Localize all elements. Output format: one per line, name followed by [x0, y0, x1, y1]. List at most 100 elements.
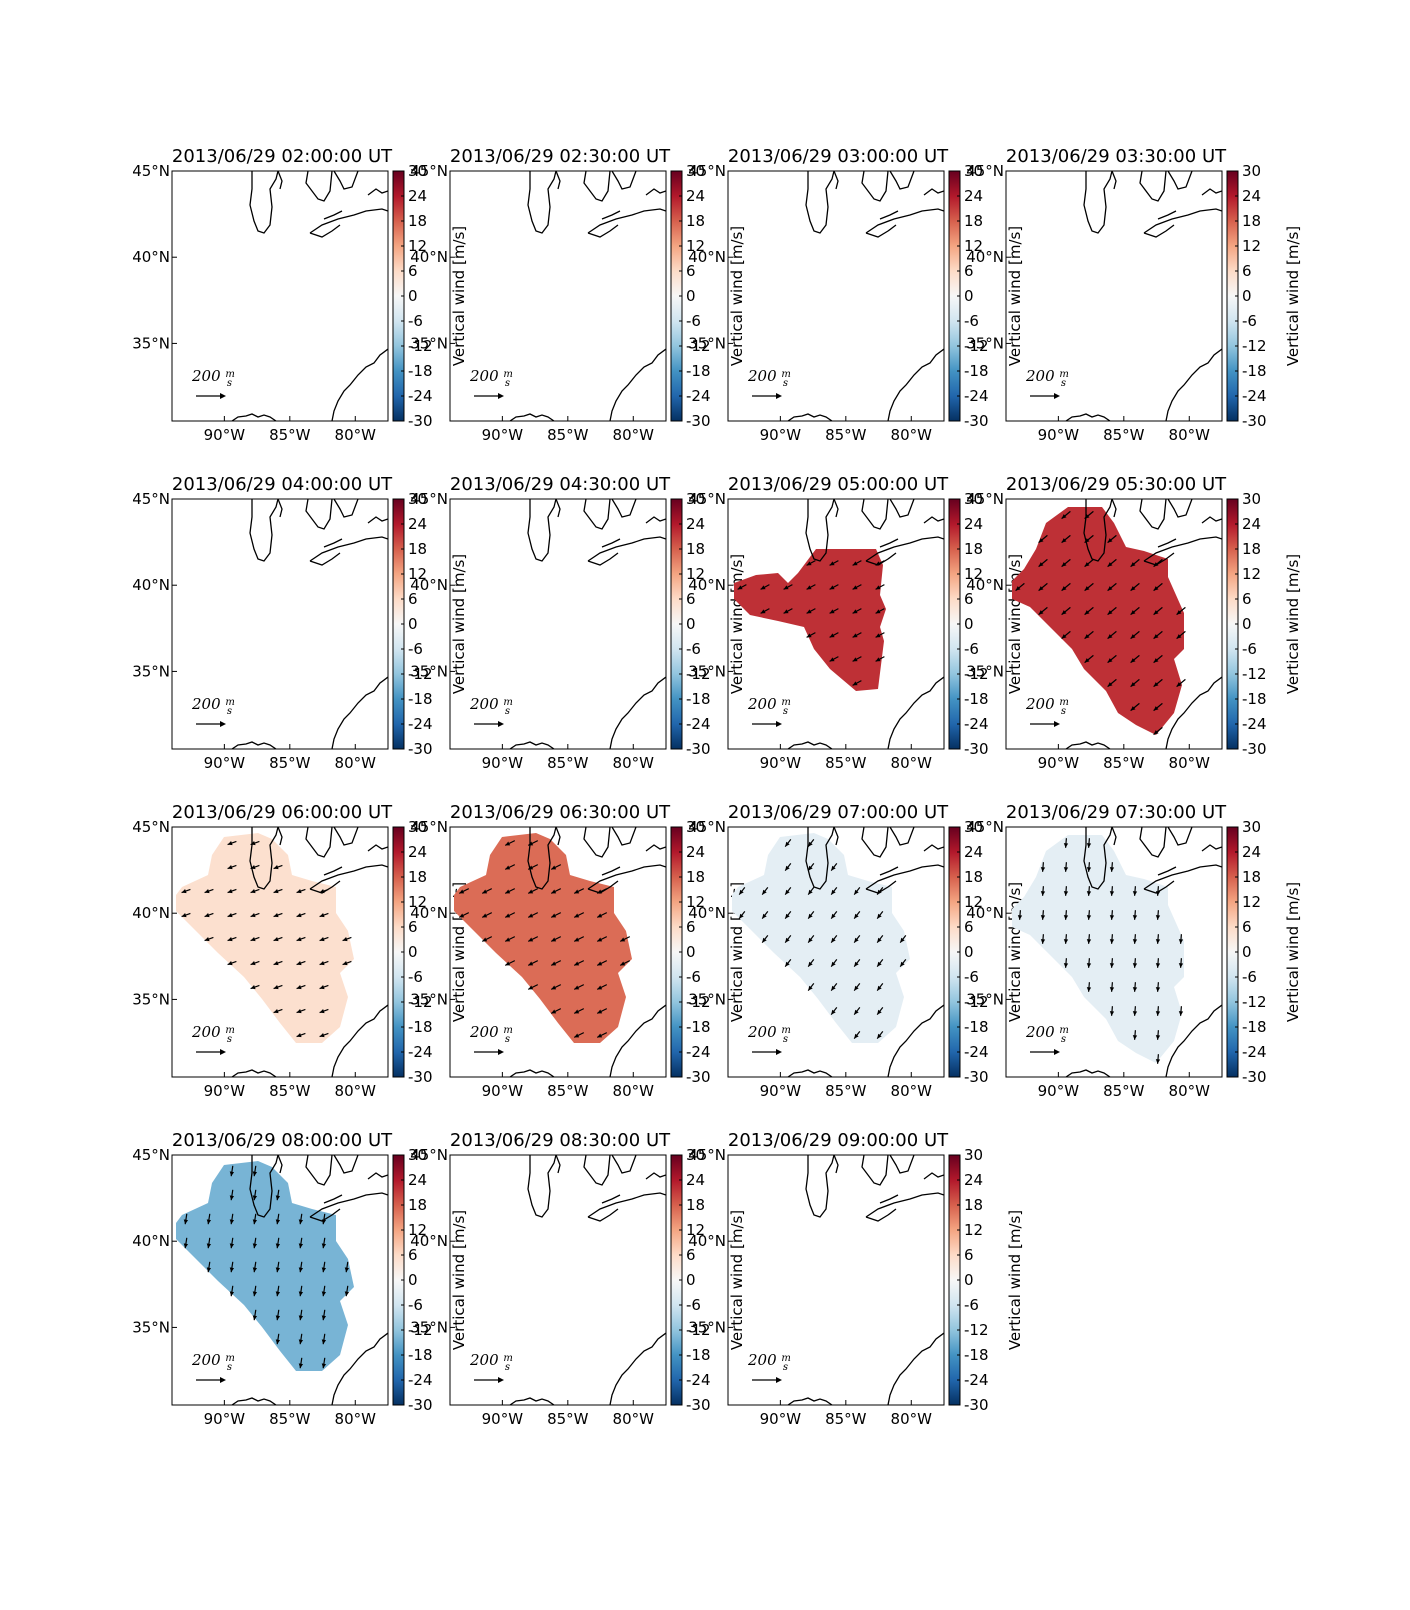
wind-arrow — [275, 1237, 281, 1249]
colorbar-tick-label: -30 — [408, 1396, 433, 1414]
lon-tick-label: 90°W — [760, 1082, 802, 1100]
panel-frame — [171, 498, 389, 750]
wind-arrow — [784, 887, 792, 895]
colorbar-tick-label: -6 — [686, 1296, 701, 1314]
colorbar-tick-label: -12 — [964, 1321, 989, 1339]
wind-arrow — [1178, 934, 1184, 944]
map-area — [1012, 827, 1222, 1077]
wind-arrow — [527, 936, 539, 942]
lon-tick-label: 90°W — [482, 1410, 524, 1428]
wind-arrow-head — [854, 961, 859, 967]
wind-arrow — [229, 1261, 235, 1273]
colorbar-tick-label: -12 — [1242, 993, 1267, 1011]
wind-arrow-head — [1086, 867, 1092, 872]
wind-arrow — [252, 1237, 258, 1249]
wind-arrow-head — [459, 913, 465, 918]
wind-arrow-head — [1155, 915, 1161, 920]
coastline — [367, 188, 388, 196]
colorbar-tick-label: 24 — [408, 1171, 427, 1189]
wind-arrow — [1061, 630, 1071, 640]
wind-arrow-head — [275, 1195, 281, 1201]
lat-tick-label: 40°N — [410, 1232, 448, 1250]
wind-arrow — [183, 1213, 189, 1225]
wind-arrow-head — [1178, 939, 1184, 944]
wind-arrow-head — [852, 657, 858, 662]
colorbar-label: Vertical wind [m/s] — [728, 1210, 746, 1350]
coastline — [865, 880, 897, 894]
coastline — [331, 676, 388, 749]
wind-arrow-head — [597, 961, 603, 966]
wind-arrow — [1176, 630, 1186, 640]
coastline — [601, 1194, 621, 1204]
coastline — [331, 1004, 388, 1077]
lon-tick-label: 90°W — [204, 1410, 246, 1428]
wind-arrow — [204, 936, 214, 942]
wind-arrow — [550, 960, 562, 966]
colorbar-tick-label: 6 — [686, 1246, 696, 1264]
wind-arrow-head — [1153, 610, 1159, 615]
lat-tick-label: 45°N — [410, 818, 448, 836]
coastline — [323, 866, 343, 876]
colorbar-tick-label: 12 — [686, 1221, 705, 1239]
wind-arrow — [550, 912, 562, 918]
wind-arrow-head — [831, 961, 836, 967]
colorbar-tick-label: 30 — [686, 490, 705, 508]
wind-arrow — [183, 1237, 189, 1249]
wind-arrow-head — [739, 913, 744, 919]
panel-title: 2013/06/29 06:30:00 UT — [450, 802, 671, 823]
coastline — [305, 171, 333, 202]
wind-arrow-head — [505, 889, 511, 894]
panel-title: 2013/06/29 04:00:00 UT — [172, 474, 393, 495]
wind-arrow-head — [829, 633, 835, 638]
wind-arrow — [1130, 702, 1140, 712]
wind-arrow-head — [296, 937, 302, 942]
lon-tick-label: 90°W — [482, 754, 524, 772]
coastline — [587, 224, 619, 238]
colorbar-tick-label: -30 — [964, 1396, 989, 1414]
wind-arrow — [1038, 606, 1048, 616]
wind-arrow-head — [1130, 634, 1136, 639]
wind-arrow-head — [1153, 706, 1159, 711]
colorbar-tick-label: 24 — [408, 843, 427, 861]
wind-arrow — [829, 656, 839, 662]
wind-arrow-head — [319, 889, 325, 894]
wind-arrow — [458, 888, 470, 894]
wind-arrow-head — [785, 913, 790, 919]
colorbar-tick-label: -12 — [686, 993, 711, 1011]
colorbar-label: Vertical wind [m/s] — [1284, 554, 1302, 694]
wind-arrow — [504, 864, 516, 870]
coastline — [1083, 827, 1113, 890]
coastline — [865, 224, 897, 238]
map-area — [231, 499, 388, 749]
wind-arrow-head — [597, 1009, 603, 1014]
wind-arrow — [1153, 558, 1163, 568]
wind-arrow — [504, 912, 516, 918]
vertical-wind-field — [176, 833, 354, 1043]
wind-arrow — [227, 936, 237, 942]
wind-arrow — [1130, 630, 1140, 640]
colorbar-tick-label: -18 — [686, 1018, 711, 1036]
wind-arrow — [229, 1213, 235, 1225]
wind-arrow-head — [574, 961, 580, 966]
wind-arrow — [296, 888, 306, 894]
wind-arrow-head — [321, 1291, 327, 1297]
colorbar-tick-label: -30 — [408, 740, 433, 758]
colorbar-tick-label: 6 — [408, 590, 418, 608]
wind-arrow-head — [227, 913, 233, 918]
wind-arrow — [783, 584, 793, 590]
colorbar-tick-label: -18 — [408, 1346, 433, 1364]
wind-arrow-head — [1061, 586, 1067, 591]
wind-arrow — [852, 608, 862, 614]
wind-arrow-head — [229, 1219, 235, 1225]
lon-tick-label: 85°W — [1103, 754, 1145, 772]
coastline — [583, 171, 611, 202]
colorbar-tick-label: 12 — [408, 237, 427, 255]
lat-tick-label: 40°N — [966, 248, 1004, 266]
map-area — [732, 827, 944, 1077]
wind-arrow-head — [1017, 915, 1023, 920]
wind-arrow — [481, 936, 493, 942]
wind-arrow-head — [1130, 586, 1136, 591]
wind-arrow — [206, 1213, 212, 1225]
lat-tick-label: 40°N — [688, 1232, 726, 1250]
